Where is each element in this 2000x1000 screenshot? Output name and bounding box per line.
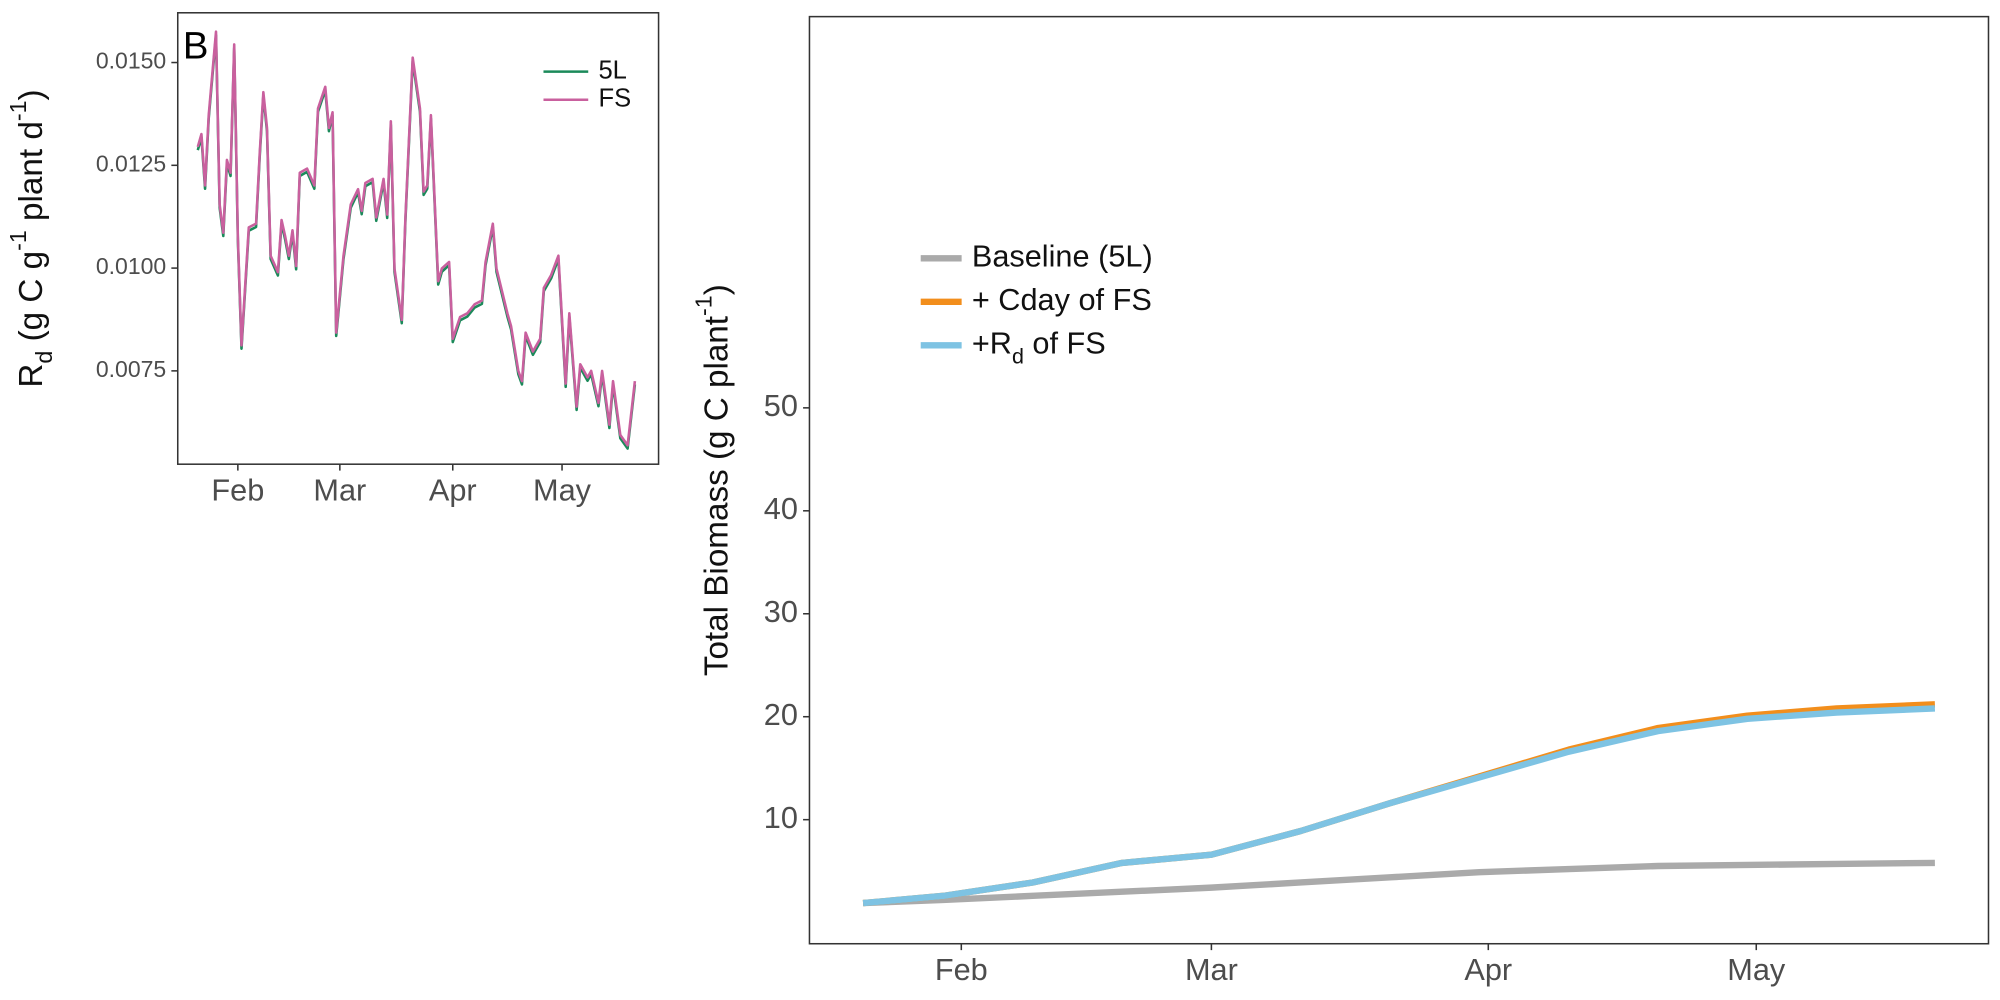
text-part: R (13, 364, 50, 388)
legend-label: Baseline (5L) (972, 238, 1153, 273)
text-part: of FS (1024, 325, 1106, 360)
text-part: d (31, 351, 57, 364)
series-line (862, 705, 1936, 907)
legend-label: +Rd of FS (972, 325, 1106, 368)
text-part: (g C g (13, 251, 50, 351)
y-tick-label: 0.0075 (96, 356, 166, 382)
text-part: d (1012, 344, 1024, 368)
text-part: plant d (13, 121, 50, 230)
plot-panel (808, 15, 1990, 945)
series-line (862, 859, 1935, 907)
text-part: -1 (5, 230, 31, 251)
text-part: Total Biomass (g C plant (698, 316, 735, 676)
text-part: -1 (691, 295, 717, 316)
y-tick-label: 20 (764, 697, 798, 732)
series-line (196, 30, 637, 447)
y-axis-label: Total Biomass (g C plant-1) (691, 284, 736, 676)
text-part: +R (972, 325, 1012, 360)
text-part: + Cday of FS (972, 282, 1152, 317)
y-tick-label: 0.0150 (96, 48, 166, 74)
text-part: -1 (5, 100, 31, 121)
y-tick-label: 0.0125 (96, 150, 166, 176)
x-tick-label: May (1727, 952, 1786, 987)
y-tick-label: 30 (764, 594, 798, 629)
text-part: ) (698, 284, 735, 295)
y-axis-label: Rd (g C g-1 plant d-1) (5, 89, 57, 387)
y-tick-label: 10 (764, 800, 798, 835)
x-tick-label: Feb (935, 952, 988, 987)
x-tick-label: Mar (1185, 952, 1238, 987)
y-tick-label: 40 (764, 491, 798, 526)
y-tick-label: 0.0100 (96, 253, 166, 279)
panel-label: B (183, 25, 209, 68)
legend-label: 5L (598, 56, 626, 84)
y-tick-label: 50 (764, 388, 798, 423)
legend-label: + Cday of FS (972, 282, 1152, 317)
text-part: Baseline (5L) (972, 238, 1153, 273)
text-part: ) (13, 89, 50, 100)
x-tick-label: Feb (211, 472, 264, 507)
legend-label: FS (598, 84, 631, 112)
x-tick-label: Apr (1464, 952, 1512, 987)
x-tick-label: May (533, 472, 592, 507)
x-tick-label: Mar (313, 472, 366, 507)
x-tick-label: Apr (429, 472, 477, 507)
plot-panel (176, 12, 660, 465)
